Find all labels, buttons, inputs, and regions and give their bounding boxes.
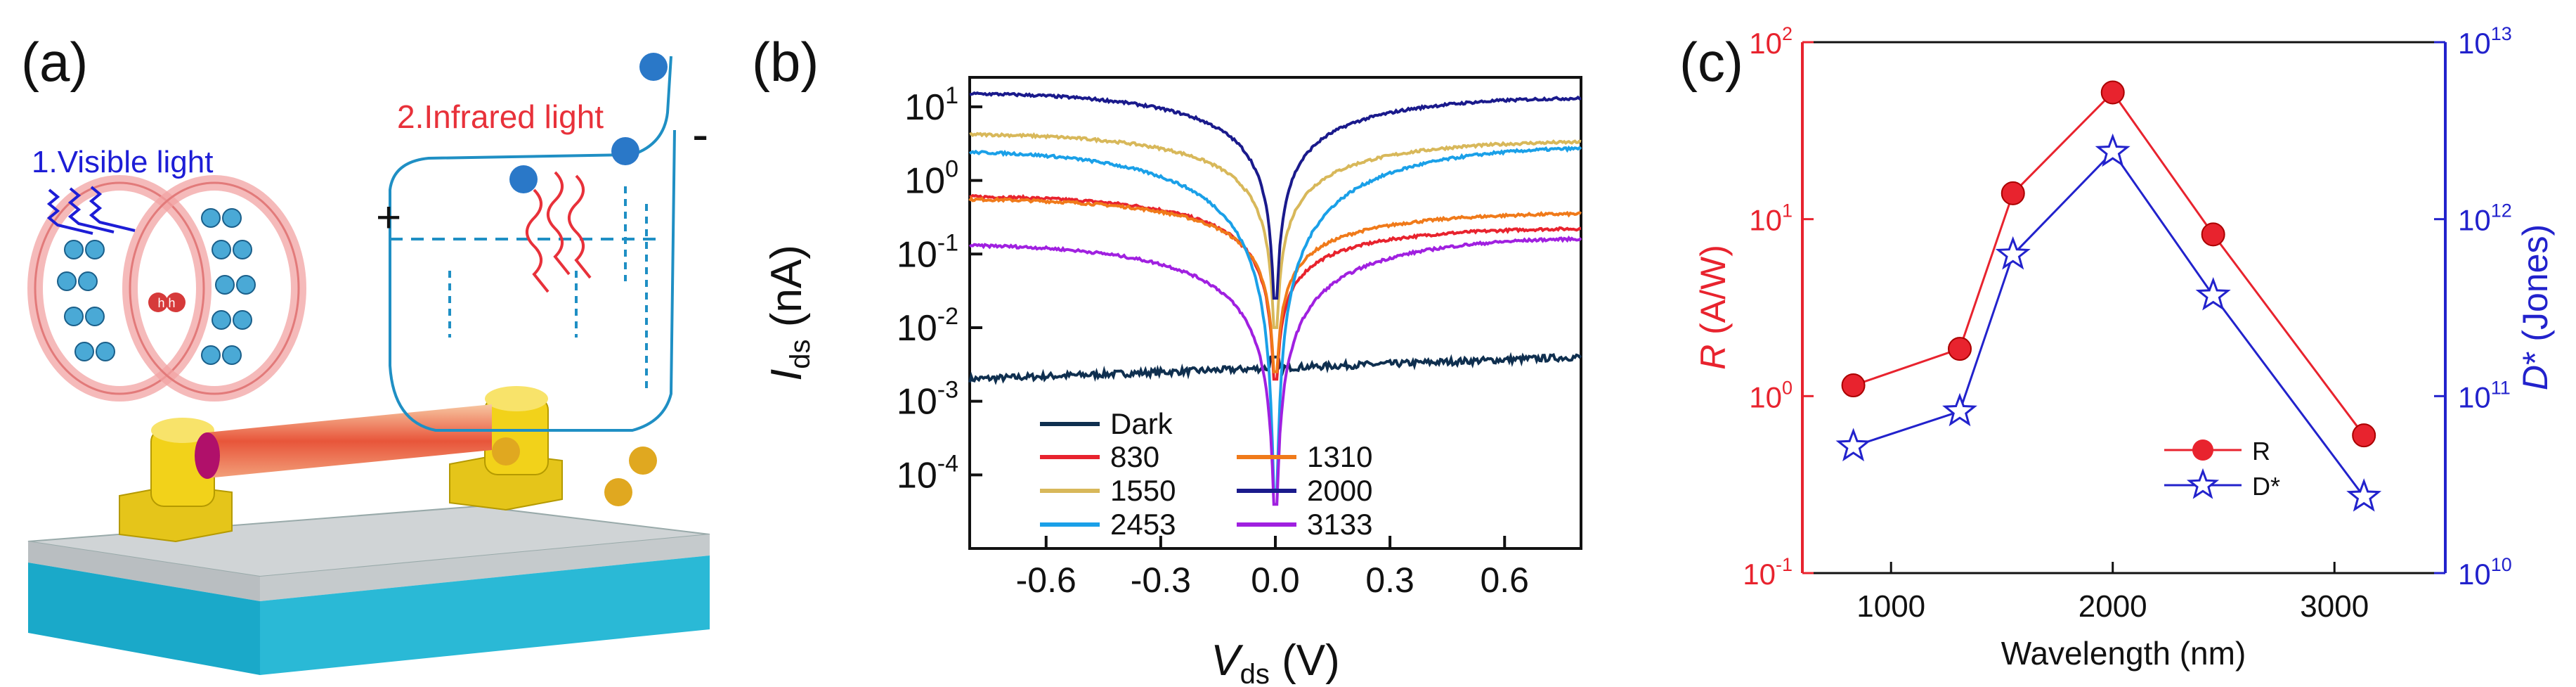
data-point-Dstar — [1995, 236, 2031, 270]
legend-label: 1550 — [1110, 474, 1176, 507]
left-electrode — [119, 418, 233, 543]
right-tick-label: 1011 — [2458, 377, 2511, 413]
panel-a: (a) — [21, 31, 710, 675]
plot-b-xlabel: Vds (V) — [1211, 636, 1339, 687]
x-tick-label: 0.0 — [1251, 560, 1300, 600]
tube-cross-section: h h — [27, 175, 306, 402]
data-point-Dstar — [1942, 392, 1977, 427]
infrared-light-label: 2.Infrared light — [397, 98, 604, 135]
iv-curve-Dark — [968, 352, 1582, 385]
iv-curve-2000 — [969, 91, 1582, 300]
plot-c-left-ticks: 10-1 100 101 102 — [1743, 23, 1814, 591]
plot-c-series — [1835, 80, 2382, 512]
left-tick-label: 101 — [1749, 200, 1793, 237]
plot-b-curves — [968, 91, 1582, 506]
panel-b: (b) -0.6 -0.3 0.0 0.3 0.6 101 100 10-1 10-2 10-3… — [752, 31, 1582, 687]
x-tick-label: -0.3 — [1131, 560, 1191, 600]
band-diagram — [389, 56, 676, 432]
iv-curve-1310 — [968, 195, 1582, 373]
infrared-arrows — [526, 171, 592, 293]
holes — [492, 437, 657, 506]
legend-label: 2453 — [1110, 508, 1176, 541]
iv-curve-1550 — [969, 131, 1582, 329]
right-tick-label: 1013 — [2458, 23, 2512, 60]
legend-marker — [2186, 468, 2220, 499]
electrons — [509, 53, 668, 193]
data-point-R — [2001, 181, 2025, 205]
data-point-R — [2352, 423, 2376, 448]
visible-light-arrows — [46, 186, 136, 235]
data-point-Dstar — [2346, 478, 2382, 512]
iv-curve-3133 — [968, 235, 1582, 506]
substrate — [27, 505, 710, 675]
y-tick-label: 100 — [904, 156, 958, 202]
y-tick-label: 10-4 — [897, 450, 958, 496]
iv-curve-830 — [969, 193, 1582, 381]
x-tick-label: 0.6 — [1480, 560, 1529, 600]
minus-sign: - — [692, 107, 708, 162]
x-tick-label: 2000 — [2079, 589, 2147, 624]
legend-marker — [2192, 439, 2213, 461]
right-tick-label: 1010 — [2458, 554, 2512, 591]
panel-c-label: (c) — [1679, 31, 1743, 93]
plot-c-xticks: 1000 2000 3000 — [1856, 562, 2369, 624]
plot-b-yticks: 101 100 10-1 10-2 10-3 10-4 — [897, 82, 982, 496]
data-point-R — [1948, 337, 1972, 361]
x-tick-label: 3000 — [2300, 589, 2369, 624]
left-tick-label: 10-1 — [1743, 554, 1793, 591]
x-tick-label: 1000 — [1856, 589, 1925, 624]
y-tick-label: 10-3 — [897, 377, 958, 423]
hole-label: h h — [157, 296, 175, 310]
series-line-R — [1853, 91, 2365, 437]
nanotube — [195, 404, 492, 479]
data-point-Dstar — [1835, 428, 1871, 462]
plot-b-ylabel: Ids (nA) — [762, 245, 816, 381]
right-electrode — [449, 386, 563, 511]
right-tick-label: 1012 — [2458, 200, 2512, 237]
legend-label: 3133 — [1307, 508, 1372, 541]
data-point-Dstar — [2095, 133, 2131, 167]
legend-label: Dark — [1110, 407, 1173, 440]
legend-label: D* — [2252, 472, 2280, 501]
legend-label: 830 — [1110, 440, 1159, 473]
legend-label: R — [2252, 437, 2270, 466]
y-tick-label: 101 — [904, 82, 958, 128]
data-point-R — [2100, 80, 2125, 105]
plot-c-right-ticks: 1010 1011 1012 1013 — [2434, 23, 2512, 591]
panel-b-label: (b) — [752, 31, 819, 93]
visible-light-label: 1.Visible light — [32, 145, 213, 179]
y-tick-label: 10-1 — [897, 229, 958, 275]
data-point-R — [2201, 222, 2225, 247]
plot-c-legend: R D* — [2164, 437, 2280, 501]
legend-label: 1310 — [1307, 440, 1372, 473]
panel-a-label: (a) — [21, 31, 88, 93]
plus-sign: + — [376, 193, 401, 242]
plot-c-xlabel: Wavelength (nm) — [2001, 635, 2246, 672]
plot-c-left-ylabel: R (A/W) — [1693, 245, 1733, 370]
x-tick-label: 0.3 — [1365, 560, 1414, 600]
series-line-D* — [1853, 150, 2365, 498]
plot-b-xticks: -0.6 -0.3 0.0 0.3 0.6 — [1016, 536, 1529, 600]
plot-c-right-ylabel: D* (Jones) — [2516, 224, 2555, 390]
plot-b-frame — [968, 76, 1582, 550]
data-point-R — [1841, 373, 1866, 398]
legend-label: 2000 — [1307, 474, 1372, 507]
left-tick-label: 100 — [1749, 377, 1793, 413]
x-tick-label: -0.6 — [1016, 560, 1076, 600]
left-tick-label: 102 — [1749, 23, 1793, 60]
y-tick-label: 10-2 — [897, 303, 958, 349]
data-point-Dstar — [2195, 277, 2231, 311]
